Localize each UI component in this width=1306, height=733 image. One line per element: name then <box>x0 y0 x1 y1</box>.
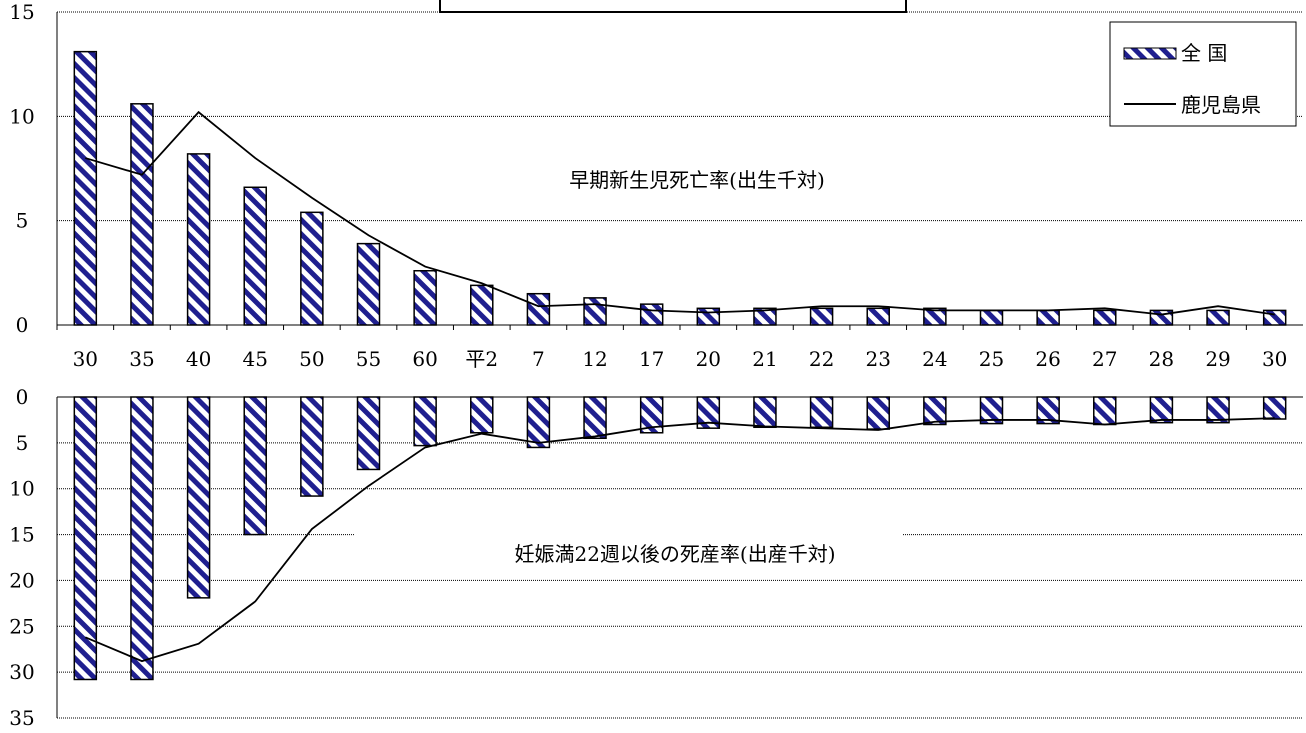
x-tick-label: 7 <box>532 347 545 371</box>
bar-national-stillbirth <box>130 396 154 681</box>
y-tick-label: 10 <box>9 477 34 501</box>
bar-national-stillbirth <box>356 396 381 471</box>
chart-title-stillbirth: 妊娠満22週以後の死産率(出産千対) <box>514 542 835 566</box>
bar-national-stillbirth <box>1036 396 1060 425</box>
bar-national-early <box>809 307 834 326</box>
bar-national-stillbirth <box>1206 396 1230 424</box>
x-tick-label: 平2 <box>465 347 498 371</box>
bar-national-stillbirth <box>583 396 607 440</box>
bar-national-stillbirth <box>1149 396 1174 424</box>
x-tick-label: 28 <box>1149 347 1174 371</box>
legend-swatch-national <box>1123 47 1177 60</box>
bar-national-early <box>413 269 437 326</box>
x-tick-label: 25 <box>979 347 1004 371</box>
x-tick-label: 30 <box>1262 347 1287 371</box>
bar-national-early <box>186 153 211 326</box>
x-tick-label: 24 <box>922 347 947 371</box>
top-title-frame <box>439 0 907 13</box>
bar-national-stillbirth <box>809 396 834 429</box>
y-tick-label: 15 <box>9 0 34 24</box>
line-kagoshima-early <box>85 110 1275 316</box>
bar-national-early <box>639 303 664 326</box>
y-tick-label: 0 <box>16 313 29 337</box>
bar-national-early <box>1206 309 1230 326</box>
x-tick-label: 30 <box>73 347 98 371</box>
legend-label-national: 全 国 <box>1181 41 1227 65</box>
x-tick-label: 29 <box>1205 347 1230 371</box>
legend: 全 国 鹿児島県 <box>1109 21 1297 127</box>
bar-national-stillbirth <box>753 396 777 429</box>
bar-national-early <box>979 309 1004 326</box>
bar-national-stillbirth <box>696 396 721 429</box>
bar-national-stillbirth <box>923 396 947 426</box>
bar-national-stillbirth <box>1093 396 1117 426</box>
bar-national-stillbirth <box>243 396 267 536</box>
x-tick-label: 12 <box>582 347 607 371</box>
x-tick-label: 40 <box>186 347 211 371</box>
legend-box <box>1109 21 1297 127</box>
bar-national-stillbirth <box>413 396 437 447</box>
bar-national-stillbirth <box>73 396 98 681</box>
bar-national-stillbirth <box>866 396 890 430</box>
bar-national-early <box>753 307 777 326</box>
bar-national-early <box>73 50 98 326</box>
x-tick-label: 45 <box>243 347 268 371</box>
bar-national-stillbirth <box>470 396 494 434</box>
early-neonatal-chart: 0 5 10 15 30 35 40 45 50 55 60 平2 7 12 17 20 21 22 23 24 25 2… <box>9 0 1303 371</box>
bar-national-stillbirth <box>979 396 1004 425</box>
x-tick-label: 26 <box>1035 347 1060 371</box>
stillbirth-title-bg <box>355 533 903 573</box>
x-tick-label: 23 <box>866 347 891 371</box>
x-tick-label: 60 <box>412 347 437 371</box>
bar-national-stillbirth <box>300 396 324 497</box>
y-tick-label: 15 <box>9 523 34 547</box>
y-tick-label: 20 <box>9 568 34 592</box>
bar-national-stillbirth <box>639 396 664 434</box>
x-tick-label: 20 <box>696 347 721 371</box>
bar-national-stillbirth <box>1262 396 1287 420</box>
bar-national-early <box>356 242 381 326</box>
bar-national-stillbirth <box>526 396 551 449</box>
y-tick-label: 25 <box>9 614 34 638</box>
bar-national-early <box>130 103 154 326</box>
bar-national-early <box>583 297 607 326</box>
y-tick-label: 10 <box>9 104 34 128</box>
bar-national-early <box>470 284 494 326</box>
x-tick-label: 50 <box>299 347 324 371</box>
y-tick-label: 5 <box>16 209 29 233</box>
bar-national-early <box>696 307 721 326</box>
x-tick-label: 22 <box>809 347 834 371</box>
y-tick-label: 0 <box>16 385 29 409</box>
stillbirth-chart: 0 5 10 15 20 25 30 35 <box>9 385 1303 730</box>
bar-national-early <box>526 292 551 326</box>
line-kagoshima-stillbirth <box>84 417 1275 663</box>
bar-national-early <box>866 307 890 326</box>
legend-label-kagoshima: 鹿児島県 <box>1181 93 1261 117</box>
y-tick-label: 5 <box>16 431 29 455</box>
bar-national-early <box>1093 309 1117 326</box>
bar-national-stillbirth <box>186 396 211 599</box>
x-tick-label: 17 <box>639 347 664 371</box>
x-tick-label: 35 <box>129 347 154 371</box>
y-tick-label: 30 <box>9 660 34 684</box>
bar-national-early <box>1036 309 1060 326</box>
x-tick-label: 55 <box>356 347 381 371</box>
bar-national-early <box>300 211 324 326</box>
x-tick-label: 27 <box>1092 347 1117 371</box>
bar-national-early <box>243 186 267 326</box>
x-tick-label: 21 <box>752 347 777 371</box>
bar-national-early <box>923 307 947 326</box>
chart-title-early-neonatal: 早期新生児死亡率(出生千対) <box>569 168 825 192</box>
y-tick-label: 35 <box>9 706 34 729</box>
